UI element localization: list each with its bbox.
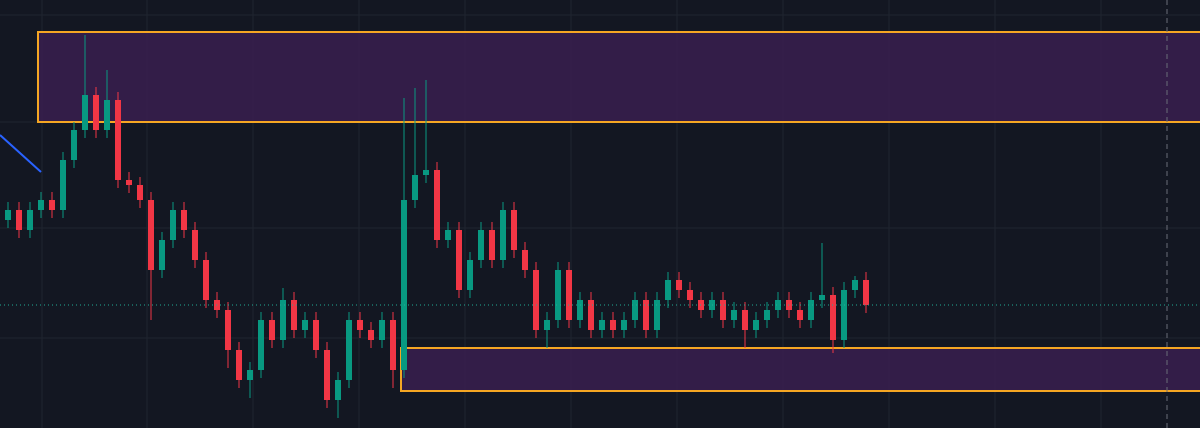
candle-body bbox=[357, 320, 363, 330]
candle-body bbox=[225, 310, 231, 350]
candle-body bbox=[753, 320, 759, 330]
candle-body bbox=[467, 260, 473, 290]
candle-body bbox=[731, 310, 737, 320]
candle-body bbox=[654, 300, 660, 330]
candles bbox=[5, 35, 869, 418]
candle-body bbox=[368, 330, 374, 340]
candle-body bbox=[346, 320, 352, 380]
zone bbox=[400, 347, 1200, 392]
candle-body bbox=[126, 180, 132, 185]
candle-body bbox=[137, 185, 143, 200]
candle-body bbox=[280, 300, 286, 340]
candle-body bbox=[192, 230, 198, 260]
candle-body bbox=[93, 95, 99, 130]
candle-body bbox=[621, 320, 627, 330]
candle-body bbox=[324, 350, 330, 400]
candle-body bbox=[687, 290, 693, 300]
candle-body bbox=[170, 210, 176, 240]
candle-body bbox=[335, 380, 341, 400]
candle-body bbox=[555, 270, 561, 320]
candle-body bbox=[522, 250, 528, 270]
candle-body bbox=[181, 210, 187, 230]
candle-body bbox=[720, 300, 726, 320]
candle-body bbox=[247, 370, 253, 380]
candle-body bbox=[379, 320, 385, 340]
trend-line bbox=[0, 134, 42, 173]
candle-body bbox=[82, 95, 88, 130]
candle-body bbox=[775, 300, 781, 310]
candle-body bbox=[291, 300, 297, 330]
candle-body bbox=[16, 210, 22, 230]
candle-body bbox=[808, 300, 814, 320]
candle-body bbox=[104, 100, 110, 130]
candle-body bbox=[742, 310, 748, 330]
candle-body bbox=[159, 240, 165, 270]
candle-body bbox=[632, 300, 638, 320]
candle-body bbox=[588, 300, 594, 330]
candle-body bbox=[478, 230, 484, 260]
candle-body bbox=[148, 200, 154, 270]
candle-body bbox=[676, 280, 682, 290]
candle-body bbox=[412, 175, 418, 200]
candle-body bbox=[566, 270, 572, 320]
candle-body bbox=[456, 230, 462, 290]
candle-body bbox=[665, 280, 671, 300]
candle-body bbox=[577, 300, 583, 320]
candle-body bbox=[533, 270, 539, 330]
candle-body bbox=[764, 310, 770, 320]
candle-body bbox=[852, 280, 858, 290]
candle-body bbox=[511, 210, 517, 250]
candle-body bbox=[236, 350, 242, 380]
zones bbox=[37, 31, 1200, 392]
candle-body bbox=[38, 200, 44, 210]
candle-body bbox=[434, 170, 440, 240]
candle-body bbox=[544, 320, 550, 330]
candle-body bbox=[401, 200, 407, 370]
candle-body bbox=[841, 290, 847, 340]
candle-body bbox=[60, 160, 66, 210]
candle-body bbox=[203, 260, 209, 300]
candle-body bbox=[269, 320, 275, 340]
candle-body bbox=[313, 320, 319, 350]
candle-body bbox=[797, 310, 803, 320]
candle-body bbox=[610, 320, 616, 330]
candle-body bbox=[49, 200, 55, 210]
candle-body bbox=[302, 320, 308, 330]
candle-body bbox=[390, 320, 396, 370]
candle-body bbox=[423, 170, 429, 175]
candle-body bbox=[445, 230, 451, 240]
zone bbox=[37, 31, 1200, 123]
candle-body bbox=[599, 320, 605, 330]
candle-body bbox=[819, 295, 825, 300]
candle-body bbox=[258, 320, 264, 370]
candle-body bbox=[27, 210, 33, 230]
candle-body bbox=[500, 210, 506, 260]
candle-body bbox=[489, 230, 495, 260]
candle-body bbox=[5, 210, 11, 220]
candle-body bbox=[830, 295, 836, 340]
candle-body bbox=[643, 300, 649, 330]
candle-body bbox=[863, 280, 869, 305]
candle-body bbox=[71, 130, 77, 160]
candle-body bbox=[115, 100, 121, 180]
